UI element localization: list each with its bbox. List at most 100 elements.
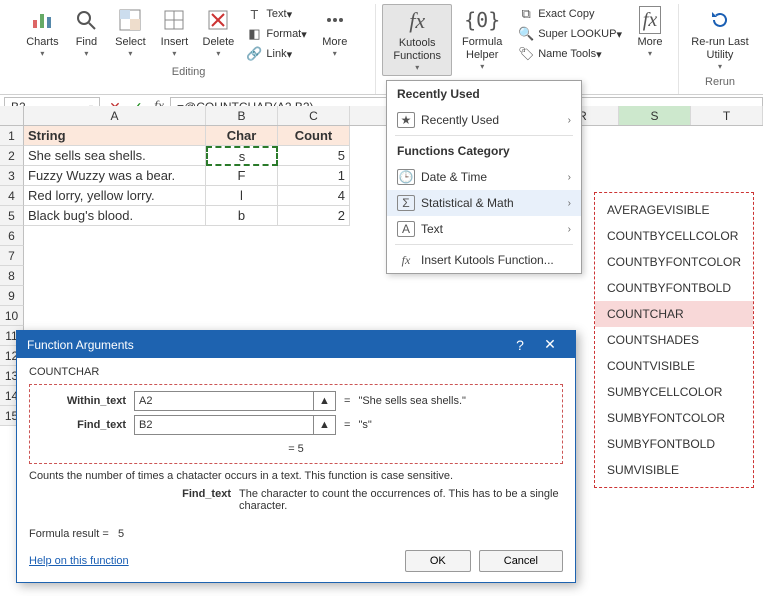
find-label: Find — [76, 36, 97, 49]
name-tools-button[interactable]: 🏷Name Tools ▾ — [516, 44, 624, 64]
dropdown-item-label: Recently Used — [421, 113, 499, 127]
insert-icon — [160, 6, 188, 34]
dropdown-item-label: Statistical & Math — [421, 196, 514, 210]
cell[interactable]: 4 — [278, 186, 350, 206]
arg-eval: "s" — [358, 419, 371, 431]
cell[interactable]: Count — [278, 126, 350, 146]
text-button[interactable]: TText ▾ — [244, 4, 308, 24]
submenu-item[interactable]: COUNTBYCELLCOLOR — [595, 223, 753, 249]
dropdown-item-insertfn[interactable]: fx Insert Kutools Function... — [387, 247, 581, 273]
submenu-item[interactable]: COUNTBYFONTCOLOR — [595, 249, 753, 275]
chevron-down-icon: ▾ — [128, 49, 132, 59]
group-label-rerun: Rerun — [705, 74, 735, 92]
row-header[interactable]: 10 — [0, 306, 24, 326]
exact-copy-button[interactable]: ⧉Exact Copy — [516, 4, 624, 24]
row-header[interactable]: 8 — [0, 266, 24, 286]
find-button[interactable]: Find▾ — [64, 4, 108, 61]
cell[interactable]: Black bug's blood. — [24, 206, 206, 226]
arg-label: Find_text — [38, 419, 134, 431]
dropdown-item-label: Text — [421, 222, 443, 236]
cell[interactable]: l — [206, 186, 278, 206]
dropdown-item-datetime[interactable]: 🕒 Date & Time › — [387, 164, 581, 190]
row-header[interactable]: 5 — [0, 206, 24, 226]
row-header[interactable]: 2 — [0, 146, 24, 166]
cell[interactable]: 2 — [278, 206, 350, 226]
arg-input-within[interactable]: A2 — [134, 391, 314, 411]
submenu-item[interactable]: SUMBYFONTCOLOR — [595, 405, 753, 431]
submenu-item[interactable]: SUMBYFONTBOLD — [595, 431, 753, 457]
submenu-item[interactable]: AVERAGEVISIBLE — [595, 197, 753, 223]
arg-input-find[interactable]: B2 — [134, 415, 314, 435]
row-header[interactable]: 1 — [0, 126, 24, 146]
charts-button[interactable]: Charts▾ — [20, 4, 64, 61]
formula-helper-button[interactable]: {0} Formula Helper▾ — [452, 4, 512, 74]
dropdown-item-statmath[interactable]: Σ Statistical & Math › — [387, 190, 581, 216]
submenu-item[interactable]: SUMBYCELLCOLOR — [595, 379, 753, 405]
more-button[interactable]: More▾ — [313, 4, 357, 61]
submenu-item[interactable]: COUNTBYFONTBOLD — [595, 275, 753, 301]
row-header[interactable]: 7 — [0, 246, 24, 266]
cell[interactable]: b — [206, 206, 278, 226]
dropdown-item-text[interactable]: A Text › — [387, 216, 581, 242]
text-cat-icon: A — [397, 221, 415, 237]
chevron-down-icon: ▾ — [301, 28, 307, 41]
fx-box-icon: fx — [636, 6, 664, 34]
ok-button[interactable]: OK — [405, 550, 471, 572]
col-header-C[interactable]: C — [278, 106, 350, 125]
cell[interactable]: String — [24, 126, 206, 146]
submenu-item[interactable]: COUNTSHADES — [595, 327, 753, 353]
formula-result-line: Formula result = 5 — [29, 528, 563, 540]
super-lookup-label: Super LOOKUP — [538, 28, 616, 40]
delete-button[interactable]: Delete▾ — [196, 4, 240, 61]
cell[interactable]: Char — [206, 126, 278, 146]
help-link[interactable]: Help on this function — [29, 555, 129, 567]
chevron-down-icon: ▾ — [596, 48, 602, 61]
kutools-functions-button[interactable]: fx Kutools Functions▾ — [382, 4, 452, 76]
insert-label: Insert — [161, 36, 189, 49]
dropdown-item-recent[interactable]: ★ Recently Used › — [387, 107, 581, 133]
link-button[interactable]: 🔗Link ▾ — [244, 44, 308, 64]
row-header[interactable]: 6 — [0, 226, 24, 246]
rerun-button[interactable]: Re-run Last Utility▾ — [685, 4, 755, 74]
super-lookup-button[interactable]: 🔍Super LOOKUP ▾ — [516, 24, 624, 44]
range-picker-button[interactable]: ▲ — [314, 391, 336, 411]
name-tools-label: Name Tools — [538, 48, 596, 60]
chevron-right-icon: › — [568, 115, 571, 126]
cell[interactable]: 1 — [278, 166, 350, 186]
row-header[interactable]: 4 — [0, 186, 24, 206]
insert-button[interactable]: Insert▾ — [152, 4, 196, 61]
group-label-editing: Editing — [172, 64, 206, 82]
super-lookup-icon: 🔍 — [518, 26, 534, 42]
stat-icon: Σ — [397, 195, 415, 211]
row-header[interactable]: 9 — [0, 286, 24, 306]
cell[interactable]: Red lorry, yellow lorry. — [24, 186, 206, 206]
range-picker-button[interactable]: ▲ — [314, 415, 336, 435]
cell[interactable]: She sells sea shells. — [24, 146, 206, 166]
cell[interactable]: Fuzzy Wuzzy was a bear. — [24, 166, 206, 186]
more-label: More — [322, 36, 347, 49]
col-header-A[interactable]: A — [24, 106, 206, 125]
cell[interactable]: 5 — [278, 146, 350, 166]
cell[interactable]: F — [206, 166, 278, 186]
close-button[interactable]: ✕ — [535, 336, 565, 353]
submenu-item[interactable]: COUNTVISIBLE — [595, 353, 753, 379]
format-label: Format — [266, 28, 301, 40]
col-header-T[interactable]: T — [691, 106, 763, 125]
select-button[interactable]: Select▾ — [108, 4, 152, 61]
dialog-titlebar[interactable]: Function Arguments ? ✕ — [17, 331, 575, 358]
more2-button[interactable]: fx More▾ — [628, 4, 672, 61]
help-button[interactable]: ? — [505, 337, 535, 353]
select-all-corner[interactable] — [0, 106, 24, 125]
col-header-B[interactable]: B — [206, 106, 278, 125]
submenu-item[interactable]: SUMVISIBLE — [595, 457, 753, 483]
row-header[interactable]: 3 — [0, 166, 24, 186]
submenu-item[interactable]: COUNTCHAR — [595, 301, 753, 327]
cancel-button[interactable]: Cancel — [479, 550, 563, 572]
cell-active[interactable]: s — [206, 146, 278, 166]
kutools-functions-label: Kutools Functions — [387, 37, 447, 63]
arg-eval: "She sells sea shells." — [358, 395, 465, 407]
col-header-S[interactable]: S — [619, 106, 691, 125]
recent-icon: ★ — [397, 112, 415, 128]
format-button[interactable]: ◧Format ▾ — [244, 24, 308, 44]
ribbon: Charts▾ Find▾ Select▾ Insert▾ Delete▾ TT… — [0, 0, 763, 95]
